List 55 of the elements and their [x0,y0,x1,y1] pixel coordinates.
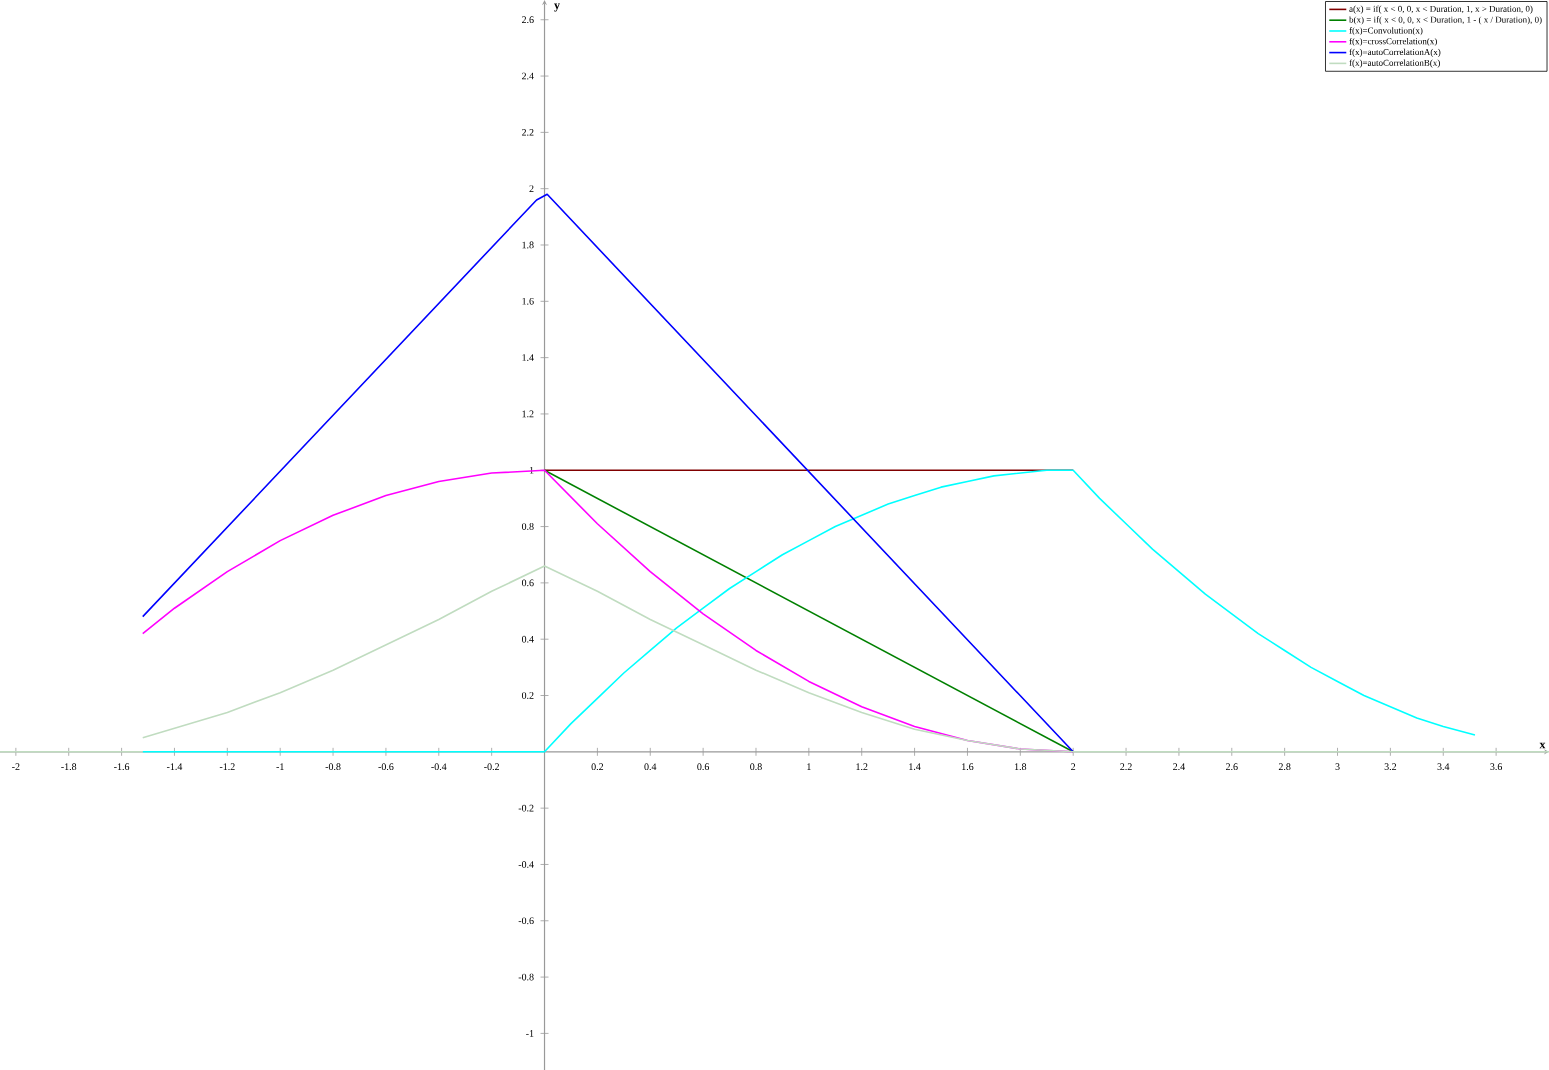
y-axis-title: y [554,3,560,12]
y-tick-label: 1.6 [522,297,534,305]
y-tick-label: 0.4 [521,635,534,643]
y-tick-label: 0.8 [521,523,534,530]
x-tick-label: -1.4 [166,763,183,771]
y-tick-label: -0.8 [518,973,534,981]
y-tick-label: 1.4 [522,354,534,361]
x-tick-label: -1 [276,763,284,770]
x-tick-label: 2.2 [1120,763,1132,771]
y-tick-label: -1 [526,1030,534,1037]
legend-label: b(x) = if( x < 0, 0, x < Duration, 1 - ( x / Duration), 0) [1349,16,1542,25]
legend-label: f(x)=crossCorrelation(x) [1349,37,1437,47]
legend-label: a(x) = if( x < 0, 0, x < Duration, 1, x > Duration, 0) [1349,5,1533,14]
x-tick-label: 1.6 [962,763,974,771]
x-tick-label: -1.6 [114,763,130,771]
x-tick-label: 1 [807,763,811,770]
y-tick-label: 1.2 [522,410,534,418]
y-tick-label: -0.2 [518,804,534,812]
x-tick-label: -0.2 [484,763,499,771]
x-tick-label: 3.4 [1437,763,1450,771]
y-tick-label: 0.6 [521,579,534,587]
x-tick-label: 0.8 [750,763,762,771]
x-tick-label: 1.8 [1014,763,1027,771]
x-tick-label: -0.4 [431,763,447,771]
x-tick-label: 2.4 [1173,763,1185,771]
x-tick-label: 3 [1335,763,1340,770]
x-tick-label: 3.2 [1384,763,1397,771]
x-axis-title: x [1539,742,1546,749]
x-tick-label: -0.6 [378,763,394,771]
x-tick-label: 2.8 [1278,763,1291,771]
x-tick-label: 0.2 [591,763,604,771]
x-tick-label: 1.4 [909,763,921,771]
y-tick-label: 2.2 [522,129,534,136]
y-tick-label: 1 [529,466,534,474]
x-tick-label: 0.4 [644,763,657,771]
legend-label: f(x)=autoCorrelationB(x) [1349,59,1440,68]
y-tick-label: 2.4 [522,72,534,80]
y-tick-label: -0.4 [518,861,534,868]
line-series [141,193,1074,753]
y-tick-label: -0.6 [518,917,534,925]
x-tick-label: 2.6 [1226,763,1238,771]
y-tick-label: 0.2 [521,692,534,699]
x-tick-label: 2 [1071,763,1076,770]
y-tick-label: 1.8 [522,241,534,249]
y-tick-label: 2 [529,185,534,192]
x-tick-label: -1.8 [61,763,77,771]
y-tick-label: 2.6 [522,16,534,24]
x-tick-label: -2 [12,763,20,770]
legend-label: f(x)=autoCorrelationA(x) [1349,48,1441,57]
legend-label: f(x)=Convolution(x) [1349,27,1423,36]
x-tick-label: 0.6 [697,763,710,771]
x-tick-label: 1.2 [856,763,868,771]
x-tick-label: -1.2 [219,763,235,771]
x-tick-label: 3.6 [1490,763,1503,771]
x-tick-label: -0.8 [325,763,341,771]
